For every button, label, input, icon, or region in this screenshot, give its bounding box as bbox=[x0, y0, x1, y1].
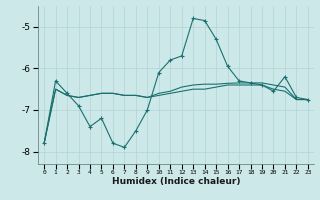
X-axis label: Humidex (Indice chaleur): Humidex (Indice chaleur) bbox=[112, 177, 240, 186]
